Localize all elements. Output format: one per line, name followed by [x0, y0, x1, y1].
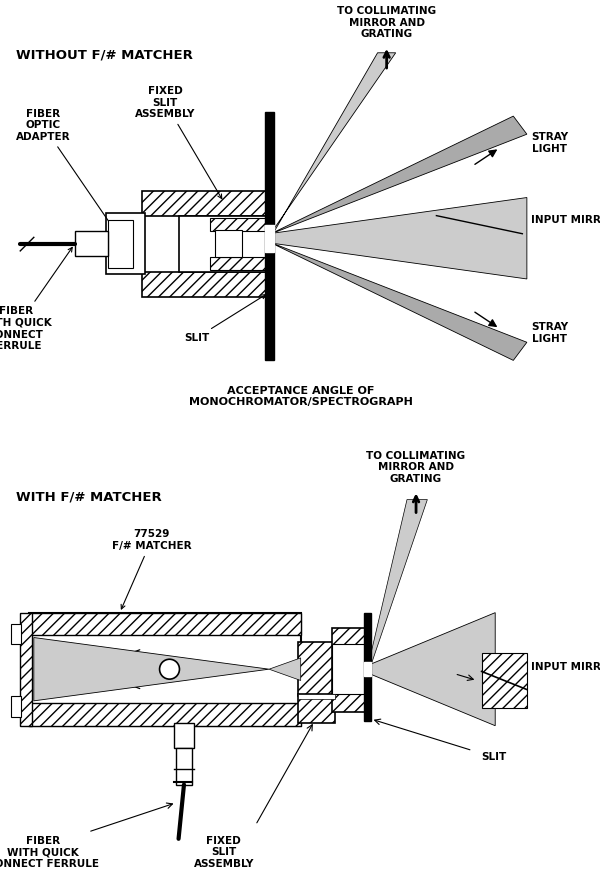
Bar — [179, 216, 274, 272]
Polygon shape — [269, 197, 527, 279]
Polygon shape — [269, 242, 527, 360]
Bar — [210, 257, 269, 270]
Text: FIBER
WITH QUICK
CONNECT FERRULE: FIBER WITH QUICK CONNECT FERRULE — [0, 836, 99, 869]
Text: WITHOUT F/# MATCHER: WITHOUT F/# MATCHER — [16, 48, 193, 61]
Text: SLIT: SLIT — [482, 752, 507, 763]
Polygon shape — [34, 637, 269, 701]
Polygon shape — [269, 658, 301, 680]
Text: FIBER
OPTIC
ADAPTER: FIBER OPTIC ADAPTER — [16, 108, 122, 241]
Bar — [176, 749, 192, 784]
Polygon shape — [368, 500, 427, 666]
Text: FIXED
SLIT
ASSEMBLY: FIXED SLIT ASSEMBLY — [194, 836, 254, 869]
Polygon shape — [269, 52, 395, 241]
Text: WITH F/# MATCHER: WITH F/# MATCHER — [16, 491, 161, 503]
Bar — [210, 218, 269, 230]
Bar — [74, 231, 109, 256]
Text: STRAY
LIGHT: STRAY LIGHT — [532, 323, 569, 344]
Circle shape — [160, 660, 179, 679]
Bar — [298, 694, 335, 724]
Bar — [29, 613, 301, 725]
Bar — [364, 613, 371, 721]
Text: FIBER
WITH QUICK
CONNECT
FERRULE: FIBER WITH QUICK CONNECT FERRULE — [0, 247, 72, 351]
Bar — [265, 225, 274, 252]
Bar — [106, 213, 145, 275]
Text: STRAY
LIGHT: STRAY LIGHT — [532, 132, 569, 154]
Text: INPUT MIRROR: INPUT MIRROR — [532, 662, 600, 672]
Polygon shape — [370, 613, 495, 725]
Text: FIXED
SLIT
ASSEMBLY: FIXED SLIT ASSEMBLY — [135, 86, 222, 198]
Bar — [265, 112, 274, 360]
Text: ACCEPTANCE ANGLE OF
MONOCHROMATOR/SPECTROGRAPH: ACCEPTANCE ANGLE OF MONOCHROMATOR/SPECTR… — [189, 386, 413, 407]
Bar — [298, 694, 335, 700]
Bar — [11, 624, 21, 645]
Bar — [215, 230, 242, 257]
Bar — [332, 629, 366, 712]
Bar — [11, 696, 21, 717]
Bar — [109, 220, 133, 268]
Bar — [142, 272, 274, 297]
Text: SLIT: SLIT — [184, 294, 266, 343]
Bar — [332, 645, 366, 694]
Text: 77529
F/# MATCHER: 77529 F/# MATCHER — [112, 530, 191, 609]
Text: INPUT MIRROR: INPUT MIRROR — [532, 215, 600, 225]
Bar — [298, 642, 335, 696]
Bar — [482, 653, 527, 708]
Bar — [29, 703, 301, 725]
Text: TO COLLIMATING
MIRROR AND
GRATING: TO COLLIMATING MIRROR AND GRATING — [337, 6, 436, 39]
Bar — [364, 662, 371, 676]
Polygon shape — [269, 116, 527, 235]
Bar — [174, 724, 194, 749]
Bar — [20, 613, 32, 725]
Bar — [142, 191, 274, 216]
Bar — [29, 613, 301, 636]
Text: TO COLLIMATING
MIRROR AND
GRATING: TO COLLIMATING MIRROR AND GRATING — [367, 451, 466, 484]
